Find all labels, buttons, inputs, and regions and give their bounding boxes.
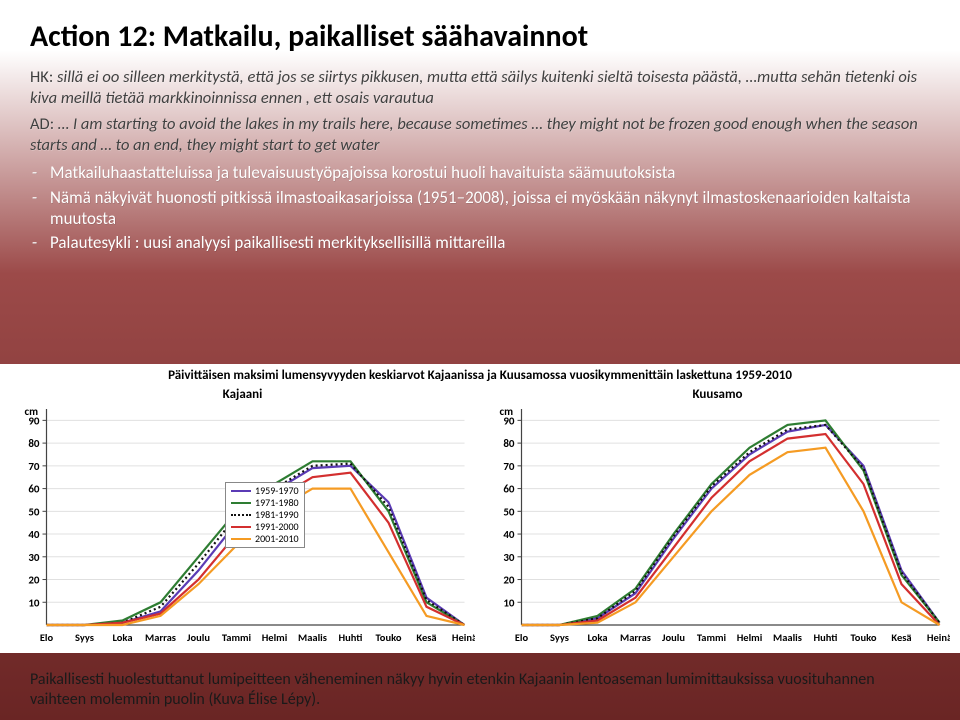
svg-text:10: 10 <box>28 596 40 609</box>
chart-panel-kuusamo: Kuusamo 102030405060708090cmEloSyysLokaM… <box>485 387 950 651</box>
chart-svg: 102030405060708090cmEloSyysLokaMarrasJou… <box>485 403 950 651</box>
svg-text:20: 20 <box>28 574 40 587</box>
chart-panel-kajaani: Kajaani 102030405060708090cmEloSyysLokaM… <box>10 387 475 651</box>
svg-text:Loka: Loka <box>587 631 607 644</box>
quote-hk-text: sillä ei oo silleen merkitystä, että jos… <box>30 67 917 108</box>
bullet-list: Matkailuhaastatteluissa ja tulevaisuusty… <box>30 162 930 253</box>
panel-title: Kuusamo <box>485 387 950 402</box>
svg-text:Helmi: Helmi <box>737 631 763 644</box>
svg-text:Heinä: Heinä <box>927 631 950 644</box>
svg-text:Syys: Syys <box>550 631 569 644</box>
svg-text:Loka: Loka <box>112 631 132 644</box>
svg-text:Marras: Marras <box>620 631 651 644</box>
legend-swatch <box>231 526 251 528</box>
svg-text:30: 30 <box>503 551 515 564</box>
svg-text:80: 80 <box>28 437 40 450</box>
legend-item: 2001-2010 <box>231 533 299 545</box>
svg-text:Touko: Touko <box>376 631 402 644</box>
svg-text:Helmi: Helmi <box>262 631 288 644</box>
legend-label: 2001-2010 <box>255 533 299 545</box>
svg-text:Heinä: Heinä <box>452 631 475 644</box>
quote-ad-text: … I am starting to avoid the lakes in my… <box>30 114 918 155</box>
svg-text:50: 50 <box>28 505 40 518</box>
svg-text:60: 60 <box>503 483 515 496</box>
legend-swatch <box>231 502 251 504</box>
chart-legend: 1959-1970 1971-1980 1981-1990 1991-2000 … <box>225 482 305 548</box>
svg-text:60: 60 <box>28 483 40 496</box>
slide: Action 12: Matkailu, paikalliset säähava… <box>0 0 960 720</box>
chart-title: Päivittäisen maksimi lumensyvyyden keski… <box>10 368 950 383</box>
svg-text:Tammi: Tammi <box>222 631 252 644</box>
panel-title: Kajaani <box>10 387 475 402</box>
svg-text:Huhti: Huhti <box>339 631 363 644</box>
svg-text:10: 10 <box>503 596 515 609</box>
svg-text:Joulu: Joulu <box>187 631 210 644</box>
quote-hk: HK: sillä ei oo silleen merkitystä, että… <box>30 67 930 109</box>
svg-text:Huhti: Huhti <box>814 631 838 644</box>
quote-ad-tag: AD: <box>30 114 54 134</box>
svg-text:20: 20 <box>503 574 515 587</box>
svg-text:50: 50 <box>503 505 515 518</box>
svg-text:Kesä: Kesä <box>416 631 436 644</box>
svg-text:40: 40 <box>503 528 515 541</box>
bullet-item: Matkailuhaastatteluissa ja tulevaisuusty… <box>50 162 930 183</box>
svg-text:80: 80 <box>503 437 515 450</box>
chart-container: Päivittäisen maksimi lumensyvyyden keski… <box>0 364 960 653</box>
svg-text:Maalis: Maalis <box>773 631 802 644</box>
bullet-item: Nämä näkyivät huonosti pitkissä ilmastoa… <box>50 187 930 230</box>
svg-text:40: 40 <box>28 528 40 541</box>
svg-text:Tammi: Tammi <box>697 631 727 644</box>
svg-text:Kesä: Kesä <box>891 631 911 644</box>
page-title: Action 12: Matkailu, paikalliset säähava… <box>30 18 930 55</box>
footer-caption: Paikallisesti huolestuttanut lumipeittee… <box>30 670 930 710</box>
svg-text:Joulu: Joulu <box>662 631 685 644</box>
svg-text:Maalis: Maalis <box>298 631 327 644</box>
svg-text:Elo: Elo <box>40 631 54 644</box>
svg-text:Elo: Elo <box>515 631 529 644</box>
svg-text:cm: cm <box>25 405 39 418</box>
svg-text:Marras: Marras <box>145 631 176 644</box>
bullet-item: Palautesykli : uusi analyysi paikallises… <box>50 232 930 253</box>
svg-text:30: 30 <box>28 551 40 564</box>
svg-text:70: 70 <box>28 460 40 473</box>
svg-text:Touko: Touko <box>851 631 877 644</box>
legend-swatch <box>231 538 251 540</box>
svg-text:70: 70 <box>503 460 515 473</box>
legend-swatch <box>231 490 251 492</box>
svg-text:Syys: Syys <box>75 631 94 644</box>
quote-hk-tag: HK: <box>30 67 53 87</box>
svg-text:cm: cm <box>500 405 514 418</box>
legend-swatch <box>231 514 251 516</box>
quote-ad: AD: … I am starting to avoid the lakes i… <box>30 114 930 156</box>
